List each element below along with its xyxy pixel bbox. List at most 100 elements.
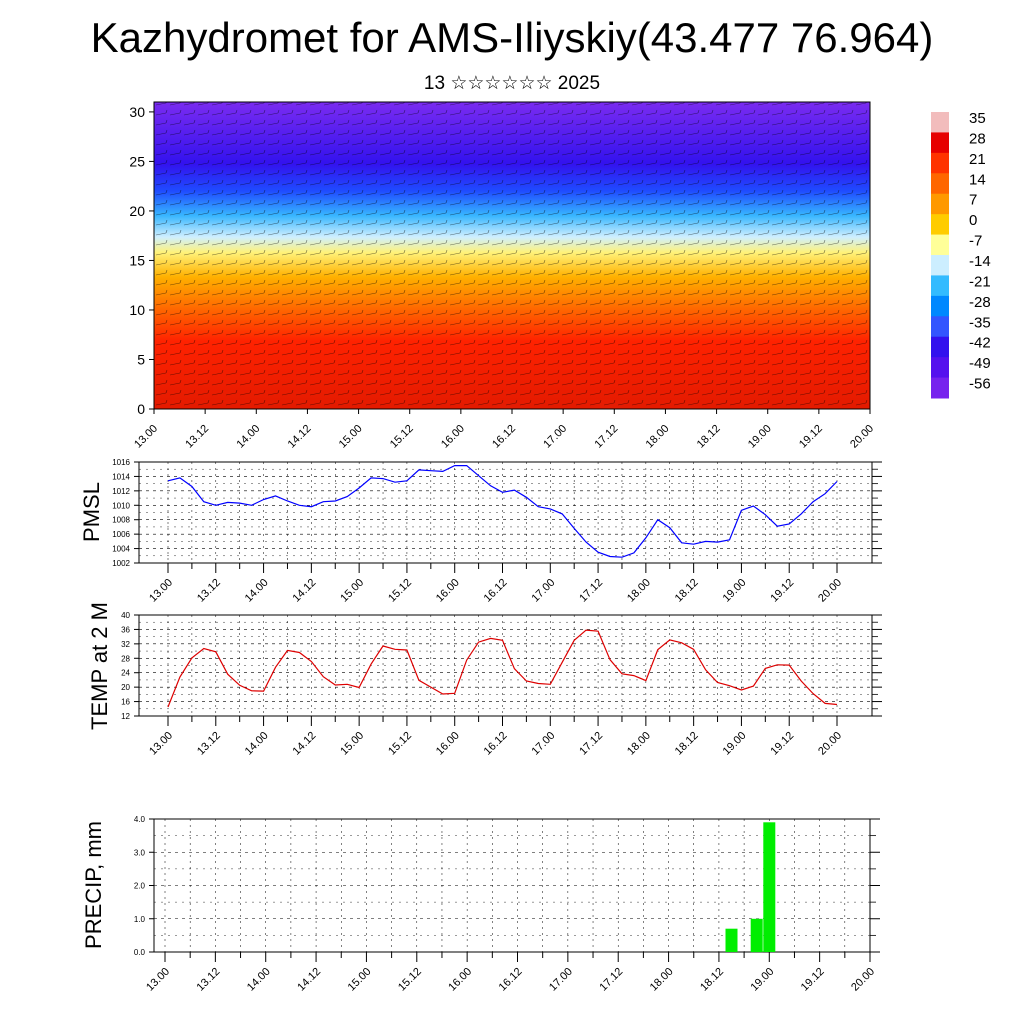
precip-bar <box>763 822 776 952</box>
colorbar-swatch <box>931 193 949 215</box>
x-tick-label: 13.00 <box>147 730 175 758</box>
heatmap-y-tick-label: 10 <box>129 302 145 318</box>
x-tick-label: 13.00 <box>144 966 172 994</box>
y-tick-label: 24 <box>121 669 130 678</box>
colorbar-label: -28 <box>969 294 991 311</box>
heatmap-x-tick-label: 18.00 <box>644 423 672 451</box>
x-tick-label: 15.12 <box>386 730 414 758</box>
x-tick-label: 15.12 <box>386 577 414 605</box>
x-tick-label: 17.00 <box>529 577 557 605</box>
colorbar-label: -42 <box>969 335 991 352</box>
colorbar-label: 35 <box>969 110 986 127</box>
colorbar-swatch <box>931 132 949 154</box>
colorbar-swatch <box>931 234 949 256</box>
x-tick-label: 18.12 <box>698 966 726 994</box>
x-tick-label: 15.12 <box>396 966 424 994</box>
colorbar-label: -56 <box>969 376 991 393</box>
x-tick-label: 13.00 <box>147 577 175 605</box>
colorbar-swatch <box>931 336 949 358</box>
x-tick-label: 18.12 <box>673 577 701 605</box>
y-tick-label: 1016 <box>112 458 130 467</box>
heatmap-panel: 0 5 10 15 20 25 30 13.00 13.12 14.00 14.12 15.00 15… <box>129 101 876 451</box>
x-tick-label: 14.12 <box>291 730 319 758</box>
colorbar-swatch <box>931 275 949 297</box>
colorbar-label: -21 <box>969 273 991 290</box>
colorbar-swatch <box>931 377 949 399</box>
x-tick-label: 19.00 <box>748 966 776 994</box>
y-tick-label: 1002 <box>112 559 130 568</box>
x-tick-label: 19.12 <box>768 730 796 758</box>
y-tick-label: 1012 <box>112 487 130 496</box>
colorbar-label: -49 <box>969 355 991 372</box>
heatmap-y-tick-label: 25 <box>129 153 145 169</box>
colorbar-label: 21 <box>969 151 986 168</box>
y-tick-label: 40 <box>121 611 130 620</box>
y-tick-label: 3.0 <box>134 848 146 857</box>
heatmap-y-tick-label: 15 <box>129 252 145 268</box>
x-tick-label: 20.00 <box>816 577 844 605</box>
x-tick-label: 14.00 <box>243 577 271 605</box>
x-tick-label: 19.12 <box>799 966 827 994</box>
colorbar-label: 7 <box>969 192 977 209</box>
heatmap-x-tick-label: 18.12 <box>695 423 723 451</box>
heatmap-y-tick-label: 30 <box>129 104 145 120</box>
x-tick-label: 19.12 <box>768 577 796 605</box>
heatmap-x-tick-label: 15.12 <box>388 423 416 451</box>
x-tick-label: 18.00 <box>625 730 653 758</box>
colorbar-swatch <box>931 112 949 133</box>
colorbar-label: 28 <box>969 130 986 147</box>
heatmap-x-tick-label: 16.12 <box>490 423 518 451</box>
colorbar-label: -14 <box>969 253 991 270</box>
x-tick-label: 14.00 <box>245 966 273 994</box>
x-tick-label: 14.12 <box>295 966 323 994</box>
x-tick-label: 20.00 <box>816 730 844 758</box>
y-tick-label: 0.0 <box>134 948 146 957</box>
heatmap-x-tick-label: 14.12 <box>286 423 314 451</box>
heatmap-x-tick-label: 17.12 <box>592 423 620 451</box>
x-tick-label: 18.00 <box>625 577 653 605</box>
y-tick-label: 2.0 <box>134 882 146 891</box>
x-tick-label: 19.00 <box>721 730 749 758</box>
x-tick-label: 13.12 <box>195 966 223 994</box>
x-tick-label: 14.12 <box>291 577 319 605</box>
x-tick-label: 15.00 <box>338 577 366 605</box>
heatmap-x-tick-label: 20.00 <box>848 423 876 451</box>
y-tick-label: 1.0 <box>134 915 146 924</box>
heatmap-x-tick-label: 16.00 <box>439 423 467 451</box>
chart-title: Kazhydromet for AMS-Iliyskiy(43.477 76.9… <box>90 14 934 61</box>
y-tick-label: 32 <box>121 640 130 649</box>
wind-barbs-overlay <box>154 102 870 409</box>
x-tick-label: 16.00 <box>434 577 462 605</box>
heatmap-x-tick-label: 13.00 <box>132 423 160 451</box>
heatmap-x-tick-label: 17.00 <box>541 423 569 451</box>
x-tick-label: 16.00 <box>434 730 462 758</box>
x-tick-label: 15.00 <box>346 966 374 994</box>
y-tick-label: 20 <box>121 683 130 692</box>
x-tick-label: 18.00 <box>648 966 676 994</box>
heatmap-x-tick-label: 15.00 <box>337 423 365 451</box>
colorbar-swatch <box>931 295 949 317</box>
x-tick-label: 19.00 <box>721 577 749 605</box>
x-tick-label: 13.12 <box>195 730 223 758</box>
colorbar: 35 28 21 14 7 0 -7 -14 -21 -28 -35 -42 -49 -56 <box>931 110 991 399</box>
y-tick-label: 1010 <box>112 501 130 510</box>
x-tick-label: 17.00 <box>547 966 575 994</box>
x-tick-label: 13.12 <box>195 577 223 605</box>
pmsl-axis-label: PMSL <box>79 482 104 542</box>
y-tick-label: 16 <box>121 698 130 707</box>
series-line <box>167 629 838 708</box>
precipitation-axis-label: PRECIP, mm <box>81 821 106 949</box>
precipitation-panel: PRECIP, mm 0.0 1.0 2.0 3.0 4.0 13.00 13.12 14.0… <box>81 815 880 994</box>
x-tick-label: 18.12 <box>673 730 701 758</box>
colorbar-swatch <box>931 173 949 195</box>
y-tick-label: 1008 <box>112 516 130 525</box>
heatmap-y-tick-label: 5 <box>137 351 145 367</box>
y-tick-label: 1006 <box>112 530 130 539</box>
heatmap-y-tick-label: 20 <box>129 203 145 219</box>
heatmap-x-tick-label: 14.00 <box>234 423 262 451</box>
pmsl-panel: PMSL 1002 1004 1006 1008 1010 1012 1014 1016 13.… <box>79 458 882 605</box>
x-tick-label: 15.00 <box>338 730 366 758</box>
x-tick-label: 16.12 <box>482 577 510 605</box>
colorbar-label: 0 <box>969 212 977 229</box>
precip-bar <box>750 918 763 953</box>
